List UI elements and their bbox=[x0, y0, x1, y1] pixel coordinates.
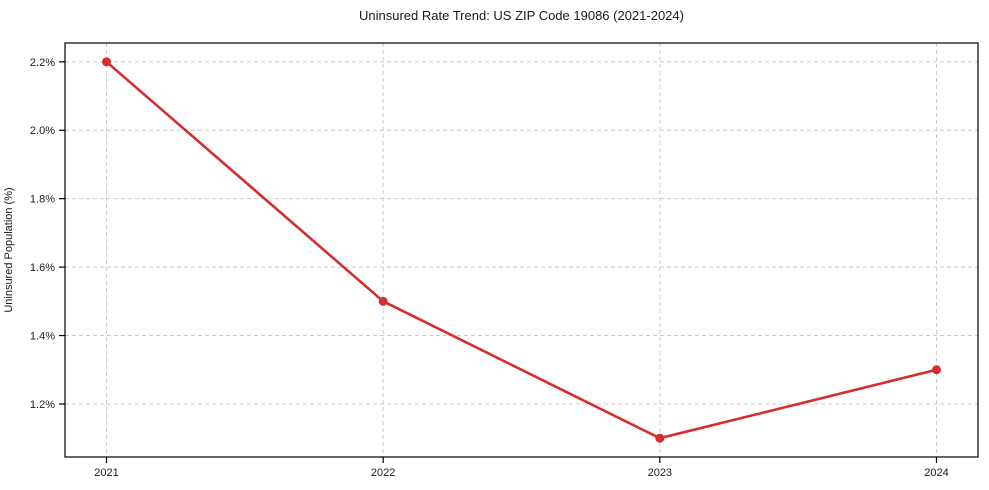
y-tick-label: 1.8% bbox=[30, 194, 55, 206]
data-point bbox=[102, 57, 111, 67]
trend-line bbox=[105, 60, 938, 440]
y-tick-label: 2.0% bbox=[30, 125, 55, 137]
y-tick-label: 1.6% bbox=[30, 262, 55, 274]
chart-title: Uninsured Rate Trend: US ZIP Code 19086 … bbox=[359, 8, 684, 23]
y-tick-label: 1.2% bbox=[30, 399, 55, 411]
y-tick-label: 2.2% bbox=[30, 57, 55, 69]
data-point bbox=[932, 365, 941, 375]
x-tick-label: 2024 bbox=[924, 467, 948, 479]
x-tick-label: 2021 bbox=[94, 467, 118, 479]
y-tick-label: 1.4% bbox=[30, 331, 55, 343]
x-tick-label: 2022 bbox=[371, 467, 395, 479]
x-tick-label: 2023 bbox=[648, 467, 672, 479]
data-point bbox=[655, 433, 665, 443]
data-point bbox=[378, 296, 388, 306]
plot-border bbox=[64, 42, 979, 458]
